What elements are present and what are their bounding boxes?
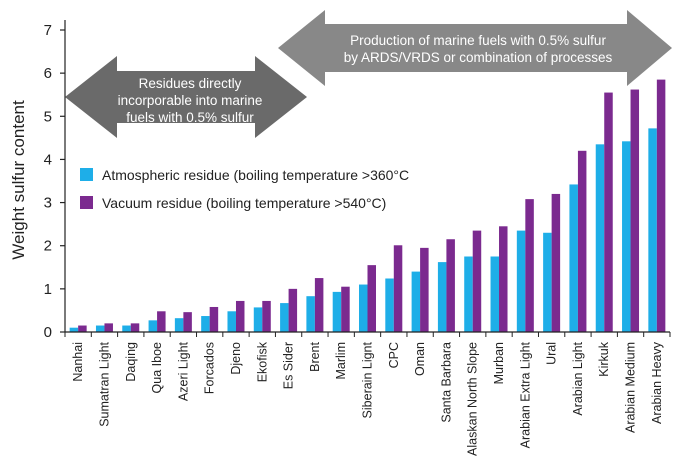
legend: Atmospheric residue (boiling temperature… (80, 167, 409, 211)
bar-atmospheric-nanhai (69, 327, 79, 332)
bar-atmospheric-murban (490, 256, 500, 332)
annotation-text-2-2: by ARDS/VRDS or combination of processes (344, 50, 613, 65)
bar-vacuum-arabian-medium (630, 89, 640, 332)
y-tick-label-2: 2 (44, 238, 52, 255)
bar-vacuum-brent (314, 278, 324, 332)
x-tick-label-djeno: Djeno (229, 342, 243, 375)
bar-vacuum-daqing (130, 323, 140, 332)
x-tick-label-forcados: Forcados (203, 342, 217, 394)
bar-atmospheric-marlim (332, 291, 342, 332)
bar-vacuum-ural (551, 193, 561, 332)
bar-atmospheric-qua-iboe (148, 320, 158, 332)
bar-vacuum-cpc (393, 245, 403, 332)
bar-atmospheric-kirkuk (595, 144, 605, 332)
bar-atmospheric-arabian-heavy (648, 128, 657, 332)
legend-label-1: Atmospheric residue (boiling temperature… (102, 167, 409, 183)
x-tick-label-alaskan-north-slope: Alaskan North Slope (466, 342, 480, 456)
bar-vacuum-es-sider (288, 288, 298, 332)
bar-atmospheric-siberain-lignt (359, 284, 368, 332)
y-tick-label-6: 6 (44, 65, 52, 82)
x-tick-label-nanhai: Nanhai (71, 342, 85, 382)
bar-atmospheric-forcados (201, 316, 210, 332)
legend-label-2: Vacuum residue (boiling temperature >540… (102, 195, 386, 211)
annotation-text-1-1: Residues directly (139, 76, 242, 91)
bar-atmospheric-sumatran-light (95, 325, 105, 332)
annotation-arrow-1 (65, 56, 307, 138)
bar-vacuum-qua-iboe (157, 311, 166, 332)
bar-atmospheric-oman (411, 271, 421, 332)
bar-vacuum-forcados (209, 306, 219, 332)
bar-atmospheric-arabian-extra-light (516, 230, 526, 332)
y-tick-label-3: 3 (44, 195, 52, 212)
bar-vacuum-sumatran-light (104, 323, 113, 332)
x-tick-label-oman: Oman (413, 342, 427, 376)
bar-vacuum-djeno (235, 300, 245, 332)
x-tick-label-arabian-medium: Arabian Medium (624, 342, 638, 433)
annotation-text-2-1: Production of marine fuels with 0.5% sul… (350, 33, 606, 48)
bar-atmospheric-daqing (122, 325, 131, 332)
x-tick-label-brent: Brent (308, 341, 322, 371)
x-tick-label-daqing: Daqing (124, 342, 138, 382)
bar-vacuum-azeri-light (183, 312, 192, 332)
annotation-text-1-2: incorporable into marine (118, 93, 263, 108)
x-tick-label-arabian-extra-light: Arabian Extra Light (518, 341, 532, 448)
bar-atmospheric-ekofisk (253, 307, 263, 332)
bar-vacuum-arabian-heavy (656, 79, 666, 332)
legend-swatch-1 (80, 168, 93, 181)
annotation-text-1-3: fuels with 0.5% sulfur (126, 110, 254, 125)
y-tick-label-4: 4 (44, 151, 52, 168)
bar-group (69, 79, 666, 332)
bar-vacuum-marlim (341, 286, 350, 332)
bar-vacuum-santa-barbara (446, 239, 455, 332)
x-tick-label-kirkuk: Kirkuk (597, 341, 611, 376)
bar-vacuum-kirkuk (604, 92, 613, 332)
x-tick-label-arabian-light: Arabian Light (571, 341, 585, 415)
bar-atmospheric-djeno (227, 311, 236, 332)
x-tick-label-sumatran-light: Sumatran Light (97, 341, 111, 426)
y-tick-label-5: 5 (44, 108, 52, 125)
bar-atmospheric-arabian-light (569, 184, 578, 332)
bar-atmospheric-arabian-medium (622, 141, 631, 332)
x-tick-label-es-sider: Es Sider (282, 342, 296, 389)
bar-vacuum-murban (499, 226, 508, 332)
y-tick-label-7: 7 (44, 22, 52, 39)
bar-vacuum-ekofisk (262, 300, 271, 332)
bar-atmospheric-santa-barbara (437, 262, 447, 332)
bar-atmospheric-es-sider (280, 303, 289, 332)
x-tick-label-marlim: Marlim (334, 342, 348, 380)
x-tick-label-qua-iboe: Qua Iboe (150, 342, 164, 393)
bar-vacuum-arabian-light (577, 150, 587, 332)
x-tick-label-murban: Murban (492, 342, 506, 384)
bar-vacuum-alaskan-north-slope (472, 230, 482, 332)
bar-atmospheric-azeri-light (174, 318, 184, 332)
y-tick-label-0: 0 (44, 324, 52, 341)
bar-atmospheric-cpc (385, 278, 394, 332)
bar-vacuum-siberain-lignt (367, 265, 376, 332)
y-tick-label-1: 1 (44, 281, 52, 298)
axes: 0 1 2 3 4 5 6 7 Nanhai Sumatran Light Daqing Qua Ib… (44, 20, 671, 456)
bar-atmospheric-alaskan-north-slope (464, 256, 473, 332)
legend-swatch-2 (80, 196, 93, 209)
bar-vacuum-arabian-extra-light (525, 199, 534, 332)
x-tick-label-arabian-heavy: Arabian Heavy (650, 341, 664, 424)
annotation-arrow-2 (278, 10, 672, 86)
y-axis-title: Weight sulfur content (9, 100, 28, 260)
x-tick-label-cpc: CPC (387, 342, 401, 368)
bar-vacuum-nanhai (78, 325, 87, 332)
x-tick-label-siberain-lignt: Siberain Lignt (361, 341, 375, 418)
x-tick-label-santa-barbara: Santa Barbara (439, 342, 453, 423)
bar-vacuum-oman (420, 247, 429, 332)
annotation-arrows: Residues directly incorporable into marin… (65, 10, 672, 138)
x-tick-label-ekofisk: Ekofisk (255, 341, 269, 382)
x-tick-label-ural: Ural (545, 342, 559, 365)
x-tick-label-azeri-light: Azeri Light (176, 341, 190, 401)
bar-atmospheric-ural (543, 232, 552, 332)
bar-atmospheric-brent (306, 296, 315, 332)
